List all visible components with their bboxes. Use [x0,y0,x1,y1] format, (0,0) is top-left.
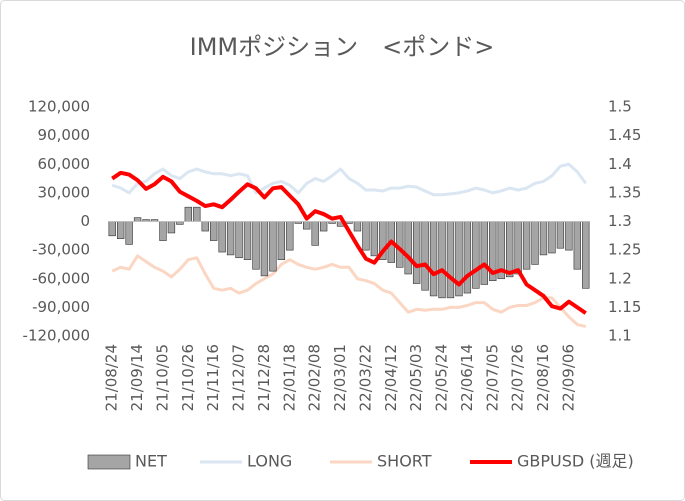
x-tick-label: 22/07/26 [509,344,527,411]
y2-tick-label: 1.15 [608,298,641,316]
bar [184,206,193,222]
bar [463,221,472,294]
bar [226,221,235,256]
bar [421,221,429,291]
x-tick-label: 21/10/05 [153,344,171,411]
y2-tick-label: 1.1 [608,327,632,345]
bar [210,221,218,241]
y-tick-label: 120,000 [28,98,90,116]
x-tick-label: 22/05/03 [407,344,425,411]
y-tick-label: -60,000 [32,269,90,287]
bar [277,221,286,260]
bar [286,221,294,251]
bar [125,221,133,245]
bar [370,221,379,257]
line [111,162,587,197]
bar [522,221,531,270]
y2-tick-label: 1.35 [608,183,641,201]
bar [133,217,142,222]
x-tick-label: 22/07/05 [483,344,501,411]
legend-label: SHORT [377,452,432,471]
legend-swatch [87,454,131,470]
line [111,254,587,328]
bar [472,221,480,289]
x-tick-label: 22/03/22 [356,344,374,411]
x-tick-label: 22/06/14 [458,344,476,411]
bar [404,221,412,275]
x-tick-label: 22/04/12 [382,344,400,411]
x-tick-label: 22/02/08 [306,344,324,411]
y2-tick-label: 1.25 [608,241,641,259]
y-tick-label: -120,000 [23,327,90,345]
bar [269,221,277,272]
bar [117,221,125,239]
bar [319,221,328,232]
bar [108,221,116,237]
bar [565,221,573,251]
chart-title: IMMポジション <ポンド> [190,33,495,61]
bar [353,221,362,232]
y-tick-label: -90,000 [32,298,90,316]
y2-tick-label: 1.3 [608,212,632,230]
bar [539,221,548,256]
x-tick-label: 21/08/24 [103,344,121,411]
y2-tick-label: 1.45 [608,126,641,144]
bar [505,221,514,278]
bar [218,221,226,253]
x-tick-label: 21/11/16 [204,344,222,411]
y-tick-label: 0 [80,212,90,230]
x-tick-label: 21/12/28 [255,344,273,411]
bar [252,221,260,270]
x-tick-label: 22/08/16 [534,344,552,411]
x-tick-label: 22/09/06 [559,344,577,411]
bar [573,221,581,270]
bar [362,221,370,251]
y-tick-label: 60,000 [38,155,91,173]
y-tick-label: 30,000 [38,183,91,201]
bar [311,221,319,246]
bar [514,221,522,275]
bar [582,221,590,289]
bar [167,221,176,234]
bar [260,221,269,277]
x-tick-label: 21/10/26 [179,344,197,411]
bar [193,206,201,222]
legend-label: LONG [247,452,292,471]
bar [556,221,565,249]
bar [446,221,455,299]
bar [235,221,243,259]
bar [438,221,446,299]
legend-label: GBPUSD (週足) [517,452,634,471]
y2-tick-label: 1.4 [608,155,632,173]
bar [480,221,488,285]
x-tick-label: 21/09/14 [128,344,146,411]
y-tick-label: -30,000 [32,241,90,259]
bar [429,221,438,297]
y-tick-label: 90,000 [38,126,91,144]
bar [201,221,209,232]
bar [412,221,421,284]
bar [159,221,167,241]
y2-tick-label: 1.5 [608,98,632,116]
bar [548,221,556,254]
x-tick-label: 22/05/24 [433,344,451,411]
x-tick-label: 21/12/07 [230,344,248,411]
bar [303,221,311,230]
bar [531,221,539,265]
legend-label: NET [135,452,167,471]
x-tick-label: 22/01/18 [280,344,298,411]
y2-tick-label: 1.2 [608,269,632,287]
line [111,170,587,315]
x-tick-label: 22/03/01 [331,344,349,411]
bar [243,221,252,260]
